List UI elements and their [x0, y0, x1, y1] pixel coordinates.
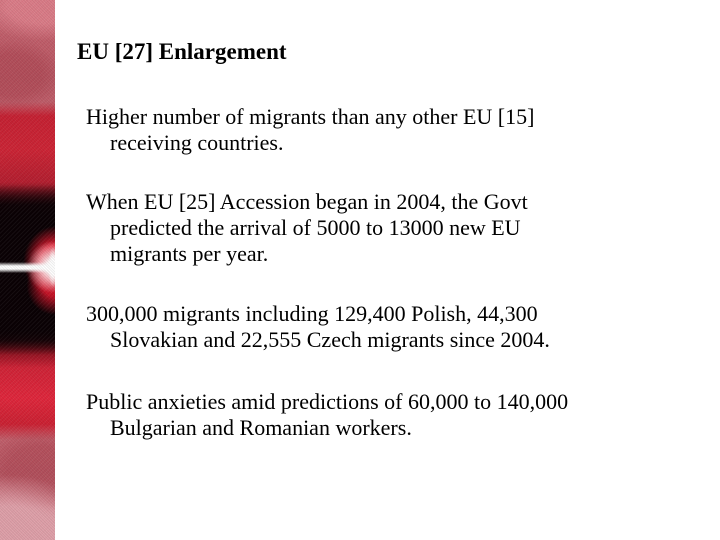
sidebar-texture	[0, 0, 55, 540]
paragraph-line: Public anxieties amid predictions of 60,…	[86, 389, 569, 414]
paragraph-line: Higher number of migrants than any other…	[86, 104, 535, 129]
paragraph-line: migrants per year.	[110, 241, 269, 266]
paragraph-line: When EU [25] Accession began in 2004, th…	[86, 189, 528, 214]
paragraph-accession-2004: When EU [25] Accession began in 2004, th…	[86, 189, 528, 267]
paragraph-migrant-numbers: 300,000 migrants including 129,400 Polis…	[86, 301, 550, 353]
paragraph-migrants-higher: Higher number of migrants than any other…	[86, 104, 534, 156]
slide-title: EU [27] Enlargement	[77, 39, 287, 64]
paragraph-line: predicted the arrival of 5000 to 13000 n…	[110, 215, 521, 240]
paragraph-line: Bulgarian and Romanian workers.	[110, 415, 412, 440]
paragraph-public-anxieties: Public anxieties amid predictions of 60,…	[86, 389, 568, 441]
paragraph-line: Slovakian and 22,555 Czech migrants sinc…	[110, 327, 550, 352]
paragraph-line: 300,000 migrants including 129,400 Polis…	[86, 301, 538, 326]
paragraph-line: receiving countries.	[110, 130, 284, 155]
